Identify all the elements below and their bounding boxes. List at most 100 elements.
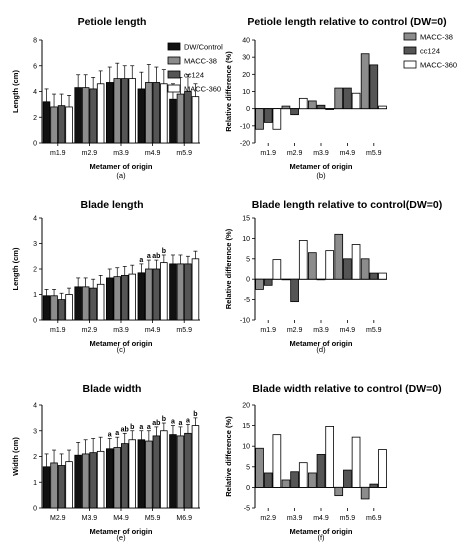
significance-letter: a xyxy=(186,417,190,424)
y-tick-label: 4 xyxy=(33,89,37,96)
bar xyxy=(106,448,114,509)
bar xyxy=(137,272,146,321)
y-axis-label: Length (cm) xyxy=(11,70,20,113)
chart-panel-6: Blade width relative to control (DW=0) -5… xyxy=(224,383,442,542)
bar xyxy=(290,471,299,488)
bar xyxy=(307,252,317,280)
legend-label: MACC-38 xyxy=(420,33,453,42)
bar xyxy=(121,443,129,509)
y-axis-label: Relative difference (%) xyxy=(224,228,233,309)
bar xyxy=(65,294,73,321)
bar xyxy=(106,82,114,144)
bar xyxy=(113,447,122,509)
bar xyxy=(169,98,177,144)
bar xyxy=(298,462,308,488)
chart-panel-3: Blade length 0 1 2 3 4 Length (cm) m1.9 m2.9 m3.9… xyxy=(11,199,200,354)
bar xyxy=(145,268,153,321)
y-tick-label: 2 xyxy=(33,267,37,274)
bar xyxy=(351,436,361,488)
bar xyxy=(96,450,105,509)
bar xyxy=(378,105,387,110)
bar xyxy=(316,278,326,281)
significance-letter: a xyxy=(171,419,175,426)
bar xyxy=(160,430,168,509)
bar xyxy=(184,432,192,509)
x-tick-label: M2.9 xyxy=(50,515,66,522)
bar xyxy=(128,78,136,144)
bar xyxy=(272,434,282,488)
chart-panel-4: Blade length relative to control(DW=0) -1… xyxy=(224,199,442,354)
bar xyxy=(113,276,122,321)
bar xyxy=(152,268,161,321)
x-tick-label: M5.9 xyxy=(145,515,161,522)
significance-letter: a xyxy=(139,424,143,431)
x-tick-label: m2.9 xyxy=(287,327,303,334)
legend-swatch xyxy=(167,42,181,51)
significance-letter: b xyxy=(162,248,166,255)
x-tick-label: m3.9 xyxy=(313,150,329,157)
chart-panel-5: Blade width 0 1 2 3 4 Width (cm) M2.9 M3.9 M4.9 M5… xyxy=(11,383,200,542)
bar xyxy=(272,108,282,130)
panel-caption: (a) xyxy=(116,171,126,180)
x-tick-label: m4.9 xyxy=(313,515,329,522)
bar xyxy=(307,100,317,110)
bar xyxy=(343,87,352,110)
bar xyxy=(184,263,192,321)
y-tick-label: 6 xyxy=(33,63,37,70)
x-tick-label: m6.9 xyxy=(366,515,382,522)
bar xyxy=(121,78,129,144)
bar xyxy=(137,439,146,509)
y-tick-label: 1 xyxy=(33,292,37,299)
bar xyxy=(176,435,185,509)
bar xyxy=(298,240,308,280)
x-tick-label: m4.9 xyxy=(340,327,356,334)
bar xyxy=(145,82,153,144)
bar xyxy=(343,469,352,488)
bar xyxy=(369,272,379,280)
bar xyxy=(290,108,299,116)
x-axis-label: Metamer of origin xyxy=(290,339,353,348)
y-tick-label: 4 xyxy=(33,216,37,223)
legend-swatch xyxy=(403,60,417,69)
bar xyxy=(42,466,51,509)
bar xyxy=(160,83,168,144)
x-tick-label: m5.9 xyxy=(366,327,382,334)
y-tick-label: 0 xyxy=(246,485,250,492)
bar xyxy=(263,108,273,123)
y-tick-label: -20 xyxy=(240,141,250,148)
y-tick-label: -5 xyxy=(244,506,250,513)
bar xyxy=(113,78,122,144)
bar xyxy=(176,93,185,144)
bar xyxy=(263,472,273,488)
legend-swatch xyxy=(403,32,417,41)
bar xyxy=(351,92,361,110)
bar xyxy=(160,262,168,321)
significance-letter: a xyxy=(108,431,112,438)
x-tick-label: m1.9 xyxy=(260,327,276,334)
bar xyxy=(65,461,73,509)
y-tick-label: 2 xyxy=(33,115,37,122)
bar xyxy=(42,101,51,144)
x-tick-label: m5.9 xyxy=(176,150,192,157)
y-tick-label: 4 xyxy=(33,403,37,410)
chart-title: Petiole length xyxy=(78,16,147,28)
significance-letter: ab xyxy=(152,420,160,427)
y-tick-label: 30 xyxy=(242,55,250,62)
x-tick-label: m3.9 xyxy=(113,327,129,334)
bar xyxy=(74,286,82,321)
y-tick-label: 5 xyxy=(246,464,250,471)
significance-letter: ab xyxy=(152,253,160,260)
significance-letter: b xyxy=(130,424,134,431)
y-tick-label: -10 xyxy=(240,318,250,325)
bar xyxy=(152,82,161,144)
chart-title: Blade length xyxy=(80,199,143,211)
y-tick-label: 10 xyxy=(242,236,250,243)
y-tick-label: 0 xyxy=(246,277,250,284)
bar xyxy=(378,272,387,280)
bar xyxy=(298,97,308,110)
bar xyxy=(137,88,146,144)
bar xyxy=(272,259,282,280)
y-tick-label: 10 xyxy=(242,444,250,451)
bar xyxy=(255,108,264,130)
